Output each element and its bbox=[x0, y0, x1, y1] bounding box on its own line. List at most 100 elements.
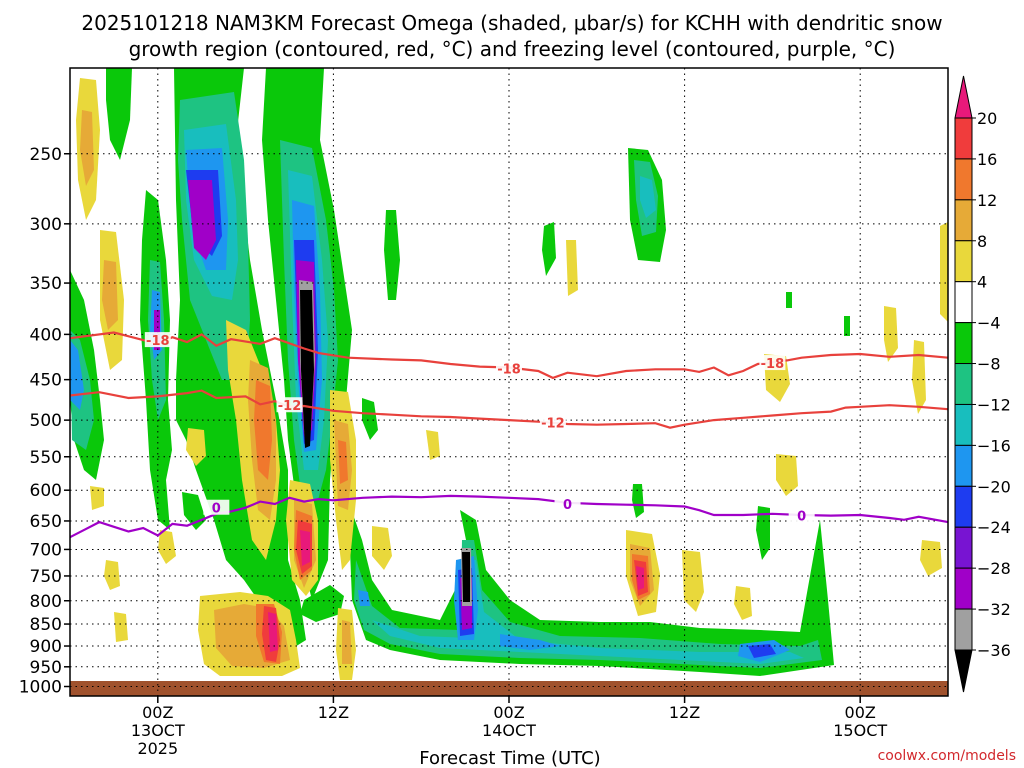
y-tick-label: 550 bbox=[30, 448, 62, 468]
contour-label-bg bbox=[203, 499, 230, 515]
y-tick-label: 300 bbox=[30, 215, 62, 235]
omega-area-magenta bbox=[268, 612, 278, 652]
contour-label-bg bbox=[144, 332, 171, 348]
x-tick-label: 00Z bbox=[493, 703, 524, 722]
omega-area-cyan bbox=[372, 560, 804, 664]
omega-area-darkorange bbox=[254, 380, 272, 480]
omega-area-green bbox=[106, 68, 132, 160]
y-tick-label: 800 bbox=[30, 592, 62, 612]
omega-area-purple bbox=[188, 180, 216, 260]
x-tick-label: 12Z bbox=[318, 703, 349, 722]
contour-line bbox=[69, 389, 949, 429]
chart-title-line-2: growth region (contoured, red, °C) and f… bbox=[129, 37, 896, 61]
y-tick-label: 1000 bbox=[19, 678, 62, 698]
omega-area-blue bbox=[358, 590, 370, 606]
x-tick-label: 2025 bbox=[137, 739, 178, 758]
colorbar-label: −20 bbox=[977, 477, 1011, 496]
contour-label-bg bbox=[539, 414, 566, 430]
x-tick-label: 15OCT bbox=[833, 721, 887, 740]
contour-label: -18 bbox=[146, 334, 170, 349]
colorbar-bin bbox=[954, 567, 973, 610]
omega-area-orange bbox=[342, 620, 352, 664]
colorbar-label: −32 bbox=[977, 600, 1011, 619]
contour-label: 0 bbox=[212, 502, 221, 517]
contour-label-bg bbox=[276, 397, 303, 413]
omega-area-yellow bbox=[114, 612, 128, 642]
contour-label: -12 bbox=[541, 416, 565, 431]
x-tick-label: 00Z bbox=[142, 703, 173, 722]
temperature-contours: -18 -18 -18 -12 -12 0 0 0 bbox=[69, 331, 949, 539]
colorbar-bin bbox=[954, 281, 973, 324]
ground-surface bbox=[70, 681, 948, 696]
omega-area-green bbox=[384, 210, 400, 300]
omega-area-green bbox=[362, 398, 378, 440]
omega-area-yellow bbox=[372, 526, 392, 570]
y-tick-label: 950 bbox=[30, 658, 62, 678]
colorbar-label: 4 bbox=[977, 273, 987, 292]
contour-label-bg bbox=[554, 496, 581, 512]
x-axis-label: Forecast Time (UTC) bbox=[419, 748, 600, 768]
omega-area-yellow bbox=[104, 560, 120, 590]
contour-line bbox=[69, 494, 949, 539]
colorbar-label: −12 bbox=[977, 395, 1011, 414]
colorbar-bin bbox=[954, 117, 973, 160]
colorbar-bin bbox=[954, 649, 973, 693]
omega-area-magenta bbox=[300, 530, 310, 566]
y-tick-label: 850 bbox=[30, 615, 62, 635]
omega-area-yellow bbox=[566, 240, 578, 296]
omega-area-yellow bbox=[90, 486, 104, 510]
x-tick-label: 14OCT bbox=[482, 721, 536, 740]
contour-label: -18 bbox=[497, 362, 521, 377]
colorbar-label: 16 bbox=[977, 150, 997, 169]
omega-area-black bbox=[300, 290, 314, 448]
y-tick-label: 650 bbox=[30, 512, 62, 532]
colorbar-label: −8 bbox=[977, 355, 1001, 374]
omega-area-yellow bbox=[912, 340, 926, 414]
colorbar-bin bbox=[954, 363, 973, 405]
omega-area-orange bbox=[80, 110, 94, 186]
y-tick-label: 400 bbox=[30, 325, 62, 345]
contour-label-bg bbox=[759, 355, 786, 371]
colorbar-bin bbox=[954, 240, 973, 283]
omega-area-orange bbox=[102, 260, 118, 330]
omega-area-yellow bbox=[920, 540, 942, 576]
colorbar-bin bbox=[954, 608, 973, 651]
omega-area-blue bbox=[70, 340, 84, 410]
y-tick-label: 600 bbox=[30, 481, 62, 501]
y-tick-label: 900 bbox=[30, 637, 62, 657]
contour-label-bg bbox=[788, 507, 815, 523]
omega-area-blue bbox=[500, 634, 560, 650]
omega-area-yellow bbox=[682, 550, 704, 612]
omega-area-green bbox=[542, 222, 556, 276]
colorbar-bin bbox=[954, 403, 973, 446]
y-tick-label: 350 bbox=[30, 274, 62, 294]
omega-area-black bbox=[462, 552, 470, 602]
omega-area-yellow bbox=[734, 586, 752, 620]
omega-area-green bbox=[632, 484, 644, 518]
x-tick-label: 13OCT bbox=[131, 721, 185, 740]
colorbar-label: 12 bbox=[977, 191, 997, 210]
colorbar-bin bbox=[954, 322, 973, 365]
colorbar-label: −16 bbox=[977, 436, 1011, 455]
x-tick-label: 12Z bbox=[669, 703, 700, 722]
colorbar-label: −36 bbox=[977, 641, 1011, 660]
contour-label-bg bbox=[496, 360, 522, 376]
y-tick-label: 750 bbox=[30, 567, 62, 587]
colorbar-label: −4 bbox=[977, 314, 1001, 333]
omega-area-darkorange bbox=[338, 440, 348, 484]
contour-label: 0 bbox=[797, 510, 806, 525]
colorbar-bin bbox=[954, 75, 973, 119]
y-tick-label: 250 bbox=[30, 145, 62, 165]
colorbar-label: −28 bbox=[977, 559, 1011, 578]
colorbar-bin bbox=[954, 485, 973, 528]
colorbar-bin bbox=[954, 199, 973, 242]
y-tick-label: 450 bbox=[30, 371, 62, 391]
omega-area-green bbox=[786, 292, 792, 308]
credit-text: coolwx.com/models bbox=[878, 748, 1016, 764]
colorbar-bin bbox=[954, 444, 973, 487]
plot-area: -18 -18 -18 -12 -12 0 0 0 bbox=[69, 67, 949, 697]
omega-area-darkblue bbox=[748, 644, 776, 658]
contour-label: -18 bbox=[761, 357, 785, 372]
